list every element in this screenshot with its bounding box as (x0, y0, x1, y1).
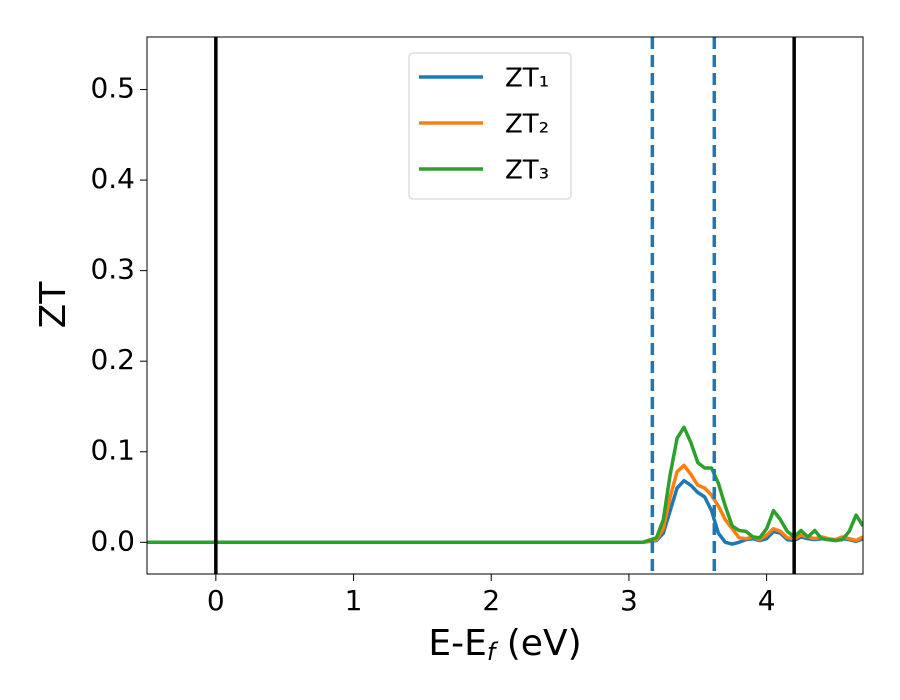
y-tick-label: 0.0 (90, 524, 135, 557)
legend-label: ZT₂ (505, 110, 549, 140)
y-tick-label: 0.3 (90, 253, 135, 286)
y-tick-label: 0.2 (90, 343, 135, 376)
line-series (147, 425, 863, 545)
x-tick-label: 0 (207, 584, 225, 617)
plot-area (147, 37, 863, 574)
x-label-part: (eV) (495, 623, 581, 664)
y-tick-label: 0.4 (90, 162, 135, 195)
x-tick-label: 4 (758, 584, 776, 617)
y-tick-label: 0.1 (90, 434, 135, 467)
legend-box (408, 52, 572, 200)
x-tick-label: 1 (345, 584, 363, 617)
line-series (147, 463, 863, 545)
y-tick-label: 0.5 (90, 72, 135, 105)
x-label-part: E-E (428, 623, 486, 664)
y-axis-label: ZT (33, 281, 74, 329)
x-tick-label: 2 (482, 584, 500, 617)
x-axis-label: E-Ef (eV) (428, 623, 581, 666)
legend-label: ZT₃ (505, 156, 549, 186)
legend-label: ZT₁ (505, 64, 549, 94)
plot-frame (146, 36, 864, 575)
x-tick-label: 3 (620, 584, 638, 617)
line-series (147, 478, 863, 546)
